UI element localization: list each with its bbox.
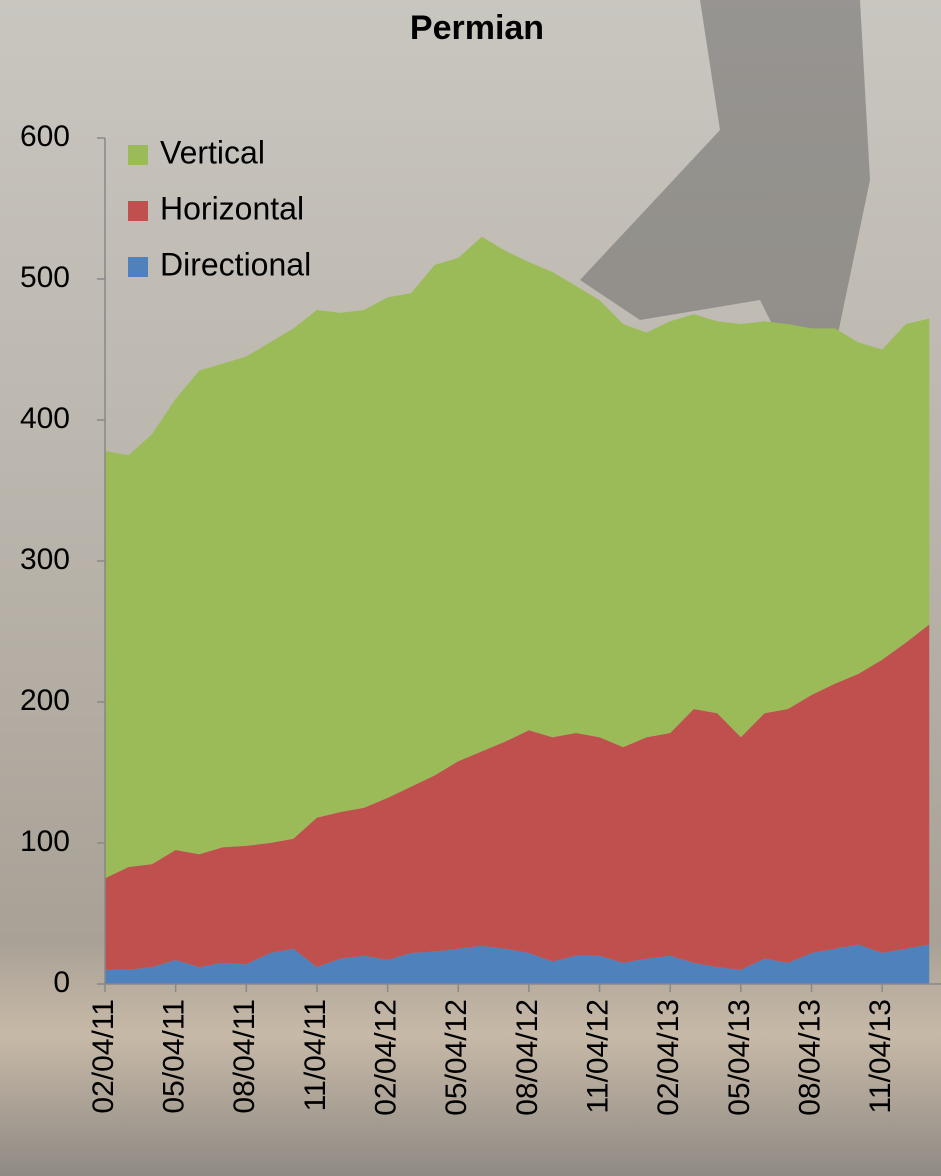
x-tick-label: 08/04/12 — [511, 999, 544, 1116]
area — [105, 944, 930, 984]
legend-label: Directional — [160, 246, 311, 282]
y-tick-label: 600 — [20, 120, 70, 153]
x-tick-label: 11/04/12 — [581, 999, 614, 1114]
x-tick-label: 08/04/11 — [228, 999, 261, 1114]
pumpjack-silhouette — [580, 0, 870, 420]
y-tick-label: 400 — [20, 402, 70, 435]
y-tick-label: 200 — [20, 684, 70, 717]
legend-swatch — [128, 257, 148, 277]
x-tick-label: 05/04/12 — [440, 999, 473, 1116]
x-tick-label: 02/04/11 — [87, 999, 120, 1114]
legend-label: Vertical — [160, 134, 265, 170]
y-tick-label: 500 — [20, 261, 70, 294]
x-tick-label: 02/04/12 — [370, 999, 403, 1116]
area — [105, 236, 930, 879]
chart-title: Permian — [410, 9, 544, 47]
x-tick-label: 08/04/13 — [793, 999, 826, 1116]
x-tick-label: 02/04/13 — [652, 999, 685, 1116]
x-tick-label: 05/04/11 — [158, 999, 191, 1114]
legend-label: Horizontal — [160, 190, 304, 226]
x-tick-label: 11/04/11 — [299, 999, 332, 1111]
legend-swatch — [128, 145, 148, 165]
x-tick-label: 11/04/13 — [864, 999, 897, 1114]
x-tick-label: 05/04/13 — [723, 999, 756, 1116]
area — [105, 624, 930, 970]
y-tick-label: 100 — [20, 825, 70, 858]
y-tick-label: 300 — [20, 543, 70, 576]
y-tick-label: 0 — [53, 966, 70, 999]
legend-swatch — [128, 201, 148, 221]
